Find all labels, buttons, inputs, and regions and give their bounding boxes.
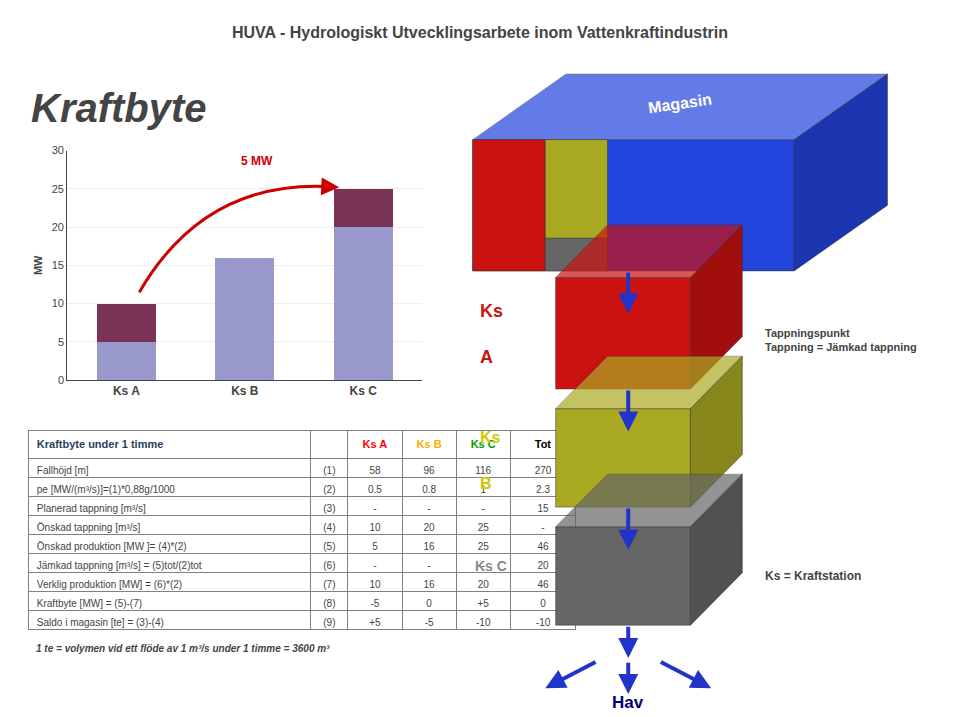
svg-text:B: B [480,475,492,492]
svg-text:0.8: 0.8 [422,484,436,495]
svg-text:(5): (5) [323,541,335,552]
svg-text:1: 1 [480,484,486,495]
svg-text:5: 5 [58,336,64,348]
svg-text:0: 0 [58,374,64,386]
svg-text:0.5: 0.5 [368,484,382,495]
svg-text:Ks C: Ks C [475,558,507,574]
svg-text:Önskad tappning [m³/s]: Önskad tappning [m³/s] [37,522,141,533]
svg-text:Kraftbyte [MW] = (5)-(7): Kraftbyte [MW] = (5)-(7) [37,598,142,609]
svg-text:Tot: Tot [535,438,552,450]
svg-text:(1): (1) [323,465,335,476]
svg-text:25: 25 [478,522,490,533]
svg-text:Ks A: Ks A [363,438,388,450]
svg-text:46: 46 [537,541,549,552]
svg-text:5 MW: 5 MW [241,154,273,168]
svg-text:Saldo i magasin [te] = (3)-(4): Saldo i magasin [te] = (3)-(4) [37,617,164,628]
svg-text:HUVA - Hydrologiskt Utveckling: HUVA - Hydrologiskt Utvecklingsarbete in… [232,24,728,41]
svg-text:TappningspunktTappning = Jämka: TappningspunktTappning = Jämkad tappning [765,327,917,353]
svg-text:10: 10 [369,579,381,590]
svg-text:-: - [373,503,376,514]
svg-text:(3): (3) [323,503,335,514]
svg-text:58: 58 [369,465,381,476]
svg-text:(6): (6) [323,560,335,571]
svg-text:10: 10 [52,297,64,309]
svg-text:Planerad tappning [m³/s]: Planerad tappning [m³/s] [37,503,146,514]
svg-text:Ks C: Ks C [350,384,378,398]
svg-text:2.3: 2.3 [536,484,550,495]
svg-text:25: 25 [52,183,64,195]
svg-text:(2): (2) [323,484,335,495]
svg-text:pe [MW/(m³/s)]=(1)*0,88g/1000: pe [MW/(m³/s)]=(1)*0,88g/1000 [37,484,176,495]
svg-text:46: 46 [537,579,549,590]
svg-text:Verklig produktion [MW] = (6)*: Verklig produktion [MW] = (6)*(2) [37,579,182,590]
svg-text:MW: MW [32,255,44,275]
svg-text:Ks = Kraftstation: Ks = Kraftstation [765,569,861,583]
svg-text:Hav: Hav [612,693,644,712]
svg-text:Kraftbyte under 1 timme: Kraftbyte under 1 timme [37,438,164,450]
svg-text:116: 116 [475,465,491,476]
svg-text:Ks: Ks [480,429,501,446]
svg-text:5: 5 [372,541,378,552]
svg-text:20: 20 [52,221,64,233]
svg-text:-: - [482,503,485,514]
svg-text:20: 20 [537,560,549,571]
svg-text:(9): (9) [323,617,335,628]
svg-text:15: 15 [537,503,549,514]
svg-text:15: 15 [52,259,64,271]
svg-text:16: 16 [424,541,436,552]
svg-text:10: 10 [369,522,381,533]
svg-text:(4): (4) [323,522,335,533]
svg-text:-: - [427,560,430,571]
svg-text:-10: -10 [476,617,491,628]
svg-text:A: A [480,347,493,367]
svg-text:0: 0 [540,598,546,609]
svg-text:-: - [373,560,376,571]
svg-text:Ks C: Ks C [471,438,496,450]
svg-text:-: - [541,522,544,533]
svg-text:Ks B: Ks B [231,384,259,398]
svg-text:20: 20 [424,522,436,533]
svg-text:-: - [482,560,485,571]
svg-text:(8): (8) [323,598,335,609]
svg-text:20: 20 [478,579,490,590]
svg-text:Ks: Ks [480,301,503,321]
svg-text:1 te = volymen vid ett flöde a: 1 te = volymen vid ett flöde av 1 m³/s u… [36,643,330,654]
svg-text:96: 96 [424,465,436,476]
svg-text:-5: -5 [370,598,379,609]
svg-text:+5: +5 [369,617,381,628]
svg-text:+5: +5 [478,598,490,609]
svg-text:Önskad produktion [MW ]= (4)*(: Önskad produktion [MW ]= (4)*(2) [37,541,187,552]
svg-text:Ks A: Ks A [113,384,140,398]
svg-text:0: 0 [426,598,432,609]
svg-text:-10: -10 [536,617,551,628]
svg-text:Jämkad tappning [m³/s] = (5)to: Jämkad tappning [m³/s] = (5)tot/(2)tot [37,560,202,571]
svg-text:30: 30 [52,144,64,156]
svg-text:270: 270 [535,465,552,476]
svg-text:16: 16 [424,579,436,590]
svg-text:(7): (7) [323,579,335,590]
svg-text:Ks B: Ks B [417,438,442,450]
svg-text:Kraftbyte: Kraftbyte [31,86,207,130]
svg-text:-: - [427,503,430,514]
svg-text:Fallhöjd [m]: Fallhöjd [m] [37,465,89,476]
svg-text:Magasin: Magasin [647,91,713,117]
svg-text:25: 25 [478,541,490,552]
svg-text:-5: -5 [425,617,434,628]
